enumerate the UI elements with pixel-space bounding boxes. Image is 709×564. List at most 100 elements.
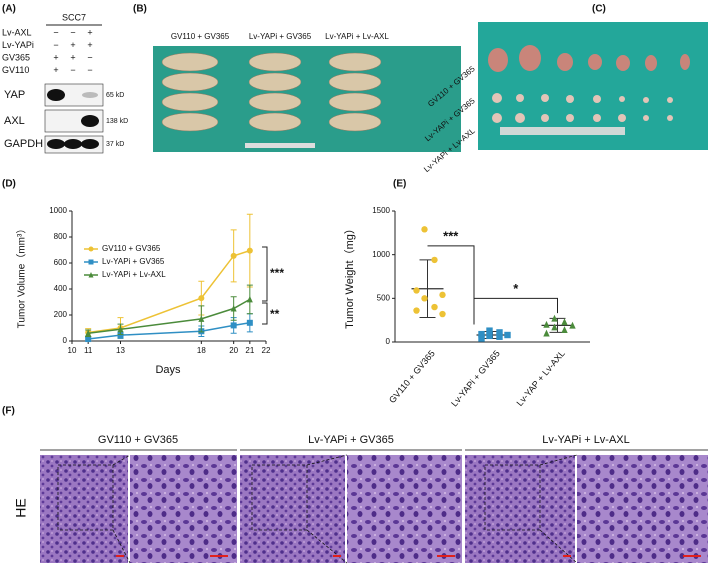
marker <box>88 259 94 265</box>
condition-sign: + <box>53 65 58 75</box>
x-tick-label: 22 <box>262 346 271 355</box>
group-label: GV110 + GV365 <box>98 434 178 446</box>
mice-photo <box>153 46 461 152</box>
x-tick-label: 18 <box>197 346 206 355</box>
bracket <box>262 302 268 325</box>
marker <box>88 246 94 252</box>
marker <box>413 307 420 314</box>
protein-label: GAPDH <box>4 138 43 150</box>
y-tick-label: 1000 <box>372 250 390 259</box>
marker <box>496 333 503 340</box>
marker <box>431 256 438 264</box>
marker <box>230 252 237 259</box>
y-tick-label: 1500 <box>372 206 390 215</box>
condition-sign: − <box>53 40 58 50</box>
marker <box>561 326 568 333</box>
marker <box>569 321 576 329</box>
tumor-photo <box>478 22 708 150</box>
legend-label: Lv-YAPi + Lv-AXL <box>102 270 166 279</box>
marker <box>198 315 205 322</box>
protein-label: YAP <box>4 89 25 101</box>
legend-label: Lv-YAPi + GV365 <box>102 257 165 266</box>
y-tick-label: 600 <box>54 258 68 267</box>
x-tick-label: 13 <box>116 346 125 355</box>
condition-sign: + <box>70 52 75 62</box>
y-tick-label: 0 <box>386 337 391 346</box>
y-tick-label: 500 <box>377 293 391 302</box>
marker <box>88 272 94 278</box>
panel-label: (A) <box>2 4 16 15</box>
series-line <box>88 298 251 334</box>
marker <box>117 332 124 339</box>
condition-sign: − <box>87 65 92 75</box>
group-label: Lv-YAPi + GV365 <box>249 32 312 41</box>
panel-label: (B) <box>133 4 147 15</box>
panel-label: (D) <box>2 179 16 190</box>
marker <box>85 329 92 337</box>
stain-label: HE <box>13 498 29 517</box>
condition-sign: − <box>70 65 75 75</box>
marker <box>439 310 446 318</box>
marker <box>246 319 253 326</box>
marker <box>551 314 558 322</box>
condition-label: Lv-AXL <box>2 27 32 37</box>
panel-label: (F) <box>2 406 15 417</box>
group-label: Lv-YAPi + Lv-AXL <box>542 434 630 446</box>
bracket <box>262 246 268 302</box>
size-label: 138 kD <box>106 118 128 125</box>
x-tick-label: 20 <box>229 346 238 355</box>
marker <box>496 329 503 336</box>
condition-sign: + <box>70 40 75 50</box>
marker <box>486 332 493 340</box>
marker <box>486 327 493 334</box>
y-tick-label: 800 <box>54 232 68 241</box>
condition-sign: + <box>87 27 92 37</box>
marker <box>85 336 92 343</box>
group-label: Lv-YAPi + GV365 <box>308 434 394 446</box>
marker <box>421 226 428 233</box>
y-tick-label: 1000 <box>49 206 67 215</box>
y-tick-label: 0 <box>63 336 68 345</box>
condition-label: GV365 <box>2 52 30 62</box>
histology-images <box>40 449 708 564</box>
x-tick-label: 11 <box>84 346 93 355</box>
marker <box>413 287 420 294</box>
y-tick-label: 200 <box>54 310 68 319</box>
marker <box>230 305 237 312</box>
marker <box>246 295 253 303</box>
marker <box>117 325 124 333</box>
x-tick-label: GV110 + GV365 <box>387 348 437 405</box>
bracket <box>474 297 558 314</box>
marker <box>198 295 205 302</box>
size-label: 37 kD <box>106 141 124 148</box>
cell-line: SCC7 <box>62 12 86 22</box>
protein-label: AXL <box>4 115 25 127</box>
marker <box>246 247 253 254</box>
marker <box>504 331 511 339</box>
marker <box>230 322 237 329</box>
marker <box>551 323 558 331</box>
annotation: ** <box>270 307 280 321</box>
marker <box>561 318 568 326</box>
group-label: GV110 + GV365 <box>171 32 230 41</box>
condition-sign: + <box>87 40 92 50</box>
group-label: Lv-YAPi + Lv-AXL <box>325 32 389 41</box>
marker <box>421 295 428 302</box>
marker <box>543 329 550 337</box>
western-blot <box>44 24 104 154</box>
x-tick-label: 10 <box>68 346 77 355</box>
marker <box>478 330 485 338</box>
condition-sign: − <box>70 27 75 37</box>
annotation: * <box>513 281 519 296</box>
size-label: 65 kD <box>106 92 124 99</box>
x-tick-label: Lv-YAPi + GV365 <box>449 348 502 408</box>
condition-label: Lv-YAPi <box>2 40 34 50</box>
condition-label: GV110 <box>2 65 29 75</box>
x-tick-label: 21 <box>245 346 254 355</box>
legend-label: GV110 + GV365 <box>102 244 161 253</box>
x-tick-label: Lv-YAP + Lv-AXL <box>515 348 567 408</box>
annotation: *** <box>270 266 284 280</box>
marker <box>439 291 446 299</box>
panel-label: (C) <box>592 4 606 15</box>
